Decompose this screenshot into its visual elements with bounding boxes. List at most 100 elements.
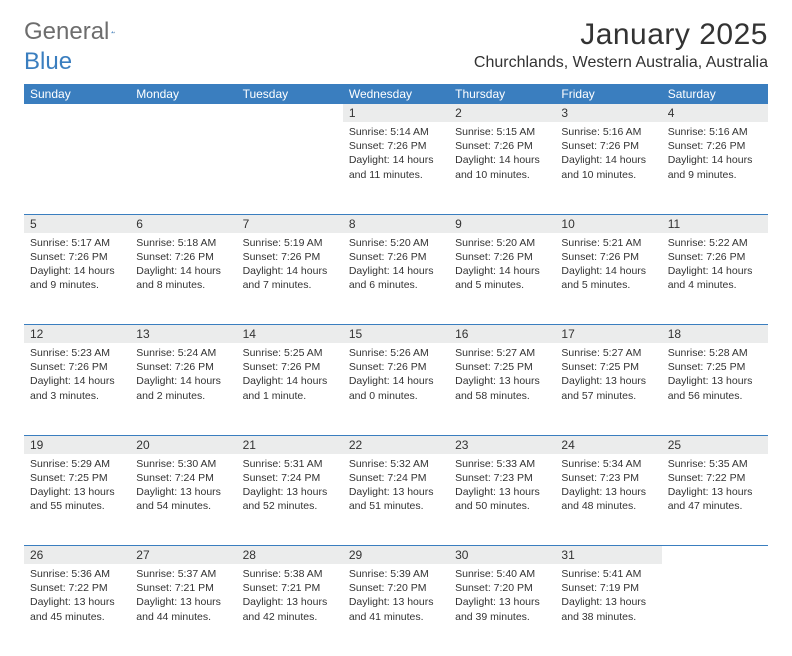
day-details: Sunrise: 5:32 AMSunset: 7:24 PMDaylight:… (349, 454, 443, 514)
day-cell: Sunrise: 5:22 AMSunset: 7:26 PMDaylight:… (662, 233, 768, 325)
day-content-row: Sunrise: 5:36 AMSunset: 7:22 PMDaylight:… (24, 564, 768, 656)
title-block: January 2025 Churchlands, Western Austra… (474, 18, 768, 80)
day-details (136, 122, 230, 125)
weekday-header: Sunday (24, 84, 130, 104)
day-number: 1 (343, 104, 449, 122)
day-cell: Sunrise: 5:23 AMSunset: 7:26 PMDaylight:… (24, 343, 130, 435)
brand-sail-icon (111, 24, 115, 40)
weekday-header: Saturday (662, 84, 768, 104)
day-details: Sunrise: 5:20 AMSunset: 7:26 PMDaylight:… (349, 233, 443, 293)
weekday-header: Tuesday (237, 84, 343, 104)
weekday-header: Friday (555, 84, 661, 104)
day-cell: Sunrise: 5:35 AMSunset: 7:22 PMDaylight:… (662, 454, 768, 546)
day-number: 5 (24, 214, 130, 233)
weekday-header: Wednesday (343, 84, 449, 104)
day-details (243, 122, 337, 125)
day-cell (662, 564, 768, 656)
day-number: 31 (555, 546, 661, 565)
month-title: January 2025 (474, 18, 768, 52)
brand-part2: Blue (24, 48, 72, 75)
day-number: 4 (662, 104, 768, 122)
day-details: Sunrise: 5:23 AMSunset: 7:26 PMDaylight:… (30, 343, 124, 403)
day-cell: Sunrise: 5:16 AMSunset: 7:26 PMDaylight:… (662, 122, 768, 214)
day-number: 16 (449, 325, 555, 344)
day-number (237, 104, 343, 122)
day-details: Sunrise: 5:14 AMSunset: 7:26 PMDaylight:… (349, 122, 443, 182)
day-details: Sunrise: 5:27 AMSunset: 7:25 PMDaylight:… (455, 343, 549, 403)
day-number: 10 (555, 214, 661, 233)
day-cell: Sunrise: 5:27 AMSunset: 7:25 PMDaylight:… (449, 343, 555, 435)
day-number: 9 (449, 214, 555, 233)
day-content-row: Sunrise: 5:29 AMSunset: 7:25 PMDaylight:… (24, 454, 768, 546)
day-details: Sunrise: 5:21 AMSunset: 7:26 PMDaylight:… (561, 233, 655, 293)
day-details: Sunrise: 5:41 AMSunset: 7:19 PMDaylight:… (561, 564, 655, 624)
day-cell: Sunrise: 5:29 AMSunset: 7:25 PMDaylight:… (24, 454, 130, 546)
day-number: 23 (449, 435, 555, 454)
day-number-row: 12131415161718 (24, 325, 768, 344)
day-cell: Sunrise: 5:38 AMSunset: 7:21 PMDaylight:… (237, 564, 343, 656)
day-number: 21 (237, 435, 343, 454)
location: Churchlands, Western Australia, Australi… (474, 54, 768, 72)
day-cell: Sunrise: 5:16 AMSunset: 7:26 PMDaylight:… (555, 122, 661, 214)
day-cell: Sunrise: 5:37 AMSunset: 7:21 PMDaylight:… (130, 564, 236, 656)
day-number (662, 546, 768, 565)
day-number: 11 (662, 214, 768, 233)
day-number: 6 (130, 214, 236, 233)
day-number: 14 (237, 325, 343, 344)
day-number: 26 (24, 546, 130, 565)
day-number: 25 (662, 435, 768, 454)
day-number-row: 567891011 (24, 214, 768, 233)
day-number: 27 (130, 546, 236, 565)
day-cell: Sunrise: 5:17 AMSunset: 7:26 PMDaylight:… (24, 233, 130, 325)
day-cell: Sunrise: 5:26 AMSunset: 7:26 PMDaylight:… (343, 343, 449, 435)
day-number-row: 19202122232425 (24, 435, 768, 454)
day-details: Sunrise: 5:35 AMSunset: 7:22 PMDaylight:… (668, 454, 762, 514)
brand-logo: General (24, 18, 135, 46)
day-number: 17 (555, 325, 661, 344)
day-details (30, 122, 124, 125)
day-details: Sunrise: 5:18 AMSunset: 7:26 PMDaylight:… (136, 233, 230, 293)
day-number: 30 (449, 546, 555, 565)
day-cell: Sunrise: 5:39 AMSunset: 7:20 PMDaylight:… (343, 564, 449, 656)
day-number: 7 (237, 214, 343, 233)
calendar-table: Sunday Monday Tuesday Wednesday Thursday… (24, 84, 768, 656)
day-cell (130, 122, 236, 214)
day-number: 2 (449, 104, 555, 122)
day-number: 22 (343, 435, 449, 454)
day-details: Sunrise: 5:25 AMSunset: 7:26 PMDaylight:… (243, 343, 337, 403)
day-details: Sunrise: 5:27 AMSunset: 7:25 PMDaylight:… (561, 343, 655, 403)
day-number-row: 262728293031 (24, 546, 768, 565)
day-details: Sunrise: 5:28 AMSunset: 7:25 PMDaylight:… (668, 343, 762, 403)
day-details: Sunrise: 5:22 AMSunset: 7:26 PMDaylight:… (668, 233, 762, 293)
day-cell: Sunrise: 5:36 AMSunset: 7:22 PMDaylight:… (24, 564, 130, 656)
day-number: 8 (343, 214, 449, 233)
day-details: Sunrise: 5:34 AMSunset: 7:23 PMDaylight:… (561, 454, 655, 514)
day-details: Sunrise: 5:29 AMSunset: 7:25 PMDaylight:… (30, 454, 124, 514)
day-details: Sunrise: 5:30 AMSunset: 7:24 PMDaylight:… (136, 454, 230, 514)
day-content-row: Sunrise: 5:23 AMSunset: 7:26 PMDaylight:… (24, 343, 768, 435)
day-cell: Sunrise: 5:41 AMSunset: 7:19 PMDaylight:… (555, 564, 661, 656)
header: General January 2025 Churchlands, Wester… (24, 18, 768, 80)
day-content-row: Sunrise: 5:14 AMSunset: 7:26 PMDaylight:… (24, 122, 768, 214)
day-number (130, 104, 236, 122)
day-cell: Sunrise: 5:27 AMSunset: 7:25 PMDaylight:… (555, 343, 661, 435)
weekday-header: Monday (130, 84, 236, 104)
day-content-row: Sunrise: 5:17 AMSunset: 7:26 PMDaylight:… (24, 233, 768, 325)
day-number: 29 (343, 546, 449, 565)
day-details: Sunrise: 5:36 AMSunset: 7:22 PMDaylight:… (30, 564, 124, 624)
day-details: Sunrise: 5:38 AMSunset: 7:21 PMDaylight:… (243, 564, 337, 624)
day-details: Sunrise: 5:33 AMSunset: 7:23 PMDaylight:… (455, 454, 549, 514)
day-cell (237, 122, 343, 214)
day-cell: Sunrise: 5:19 AMSunset: 7:26 PMDaylight:… (237, 233, 343, 325)
day-details: Sunrise: 5:19 AMSunset: 7:26 PMDaylight:… (243, 233, 337, 293)
day-details: Sunrise: 5:31 AMSunset: 7:24 PMDaylight:… (243, 454, 337, 514)
day-cell: Sunrise: 5:18 AMSunset: 7:26 PMDaylight:… (130, 233, 236, 325)
day-cell: Sunrise: 5:34 AMSunset: 7:23 PMDaylight:… (555, 454, 661, 546)
day-details (668, 564, 762, 567)
day-number: 15 (343, 325, 449, 344)
day-details: Sunrise: 5:40 AMSunset: 7:20 PMDaylight:… (455, 564, 549, 624)
day-cell: Sunrise: 5:14 AMSunset: 7:26 PMDaylight:… (343, 122, 449, 214)
day-details: Sunrise: 5:17 AMSunset: 7:26 PMDaylight:… (30, 233, 124, 293)
day-number: 24 (555, 435, 661, 454)
weekday-header-row: Sunday Monday Tuesday Wednesday Thursday… (24, 84, 768, 104)
